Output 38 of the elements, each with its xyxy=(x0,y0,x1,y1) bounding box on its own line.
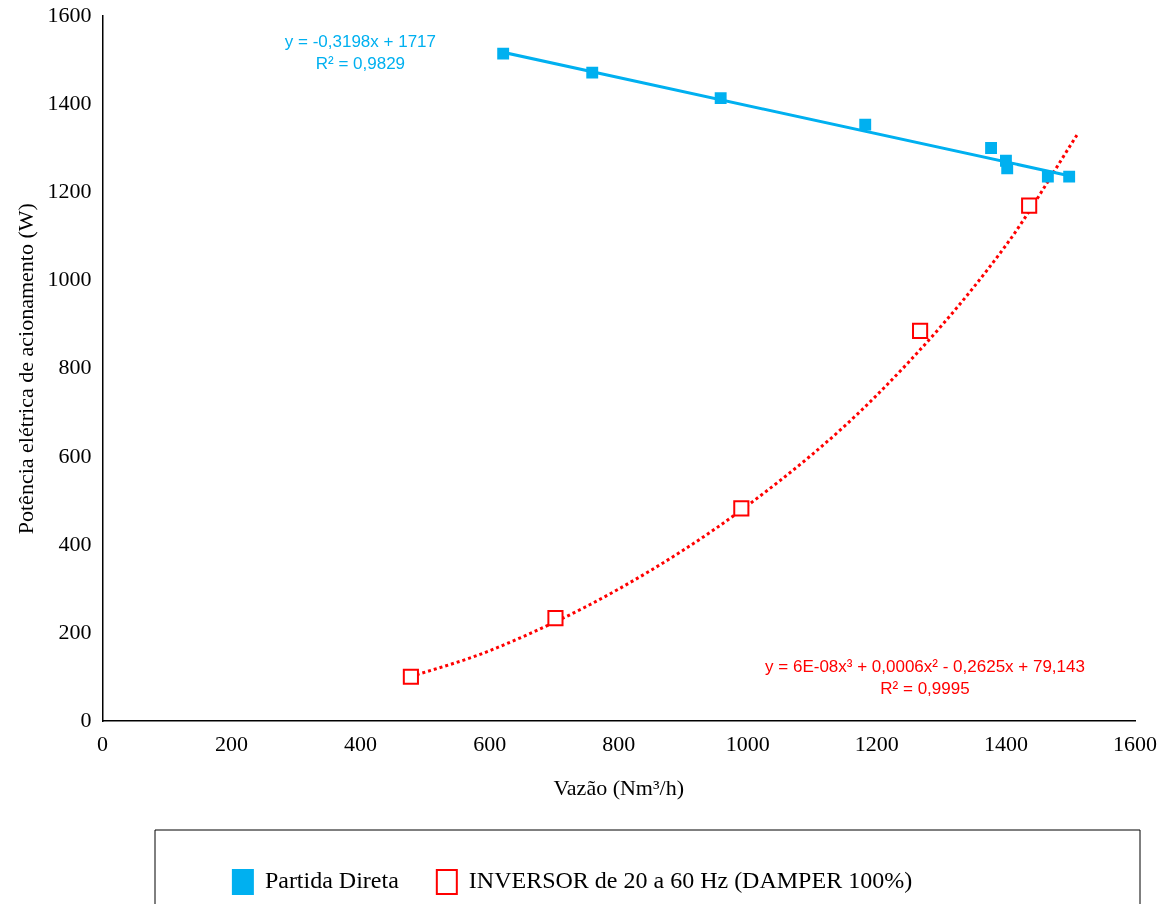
annotation: R² = 0,9995 xyxy=(880,678,970,698)
y-tick-label: 800 xyxy=(58,354,92,380)
y-tick-label: 1400 xyxy=(47,90,92,116)
y-axis-title: Potência elétrica de acionamento (W) xyxy=(12,203,38,535)
point xyxy=(402,668,419,685)
point xyxy=(1063,170,1076,183)
point xyxy=(1021,197,1038,214)
point xyxy=(912,322,929,339)
y-tick-label: 400 xyxy=(58,530,92,556)
point xyxy=(733,500,750,517)
y-tick-label: 1000 xyxy=(47,266,92,292)
x-tick-label: 1200 xyxy=(854,731,899,757)
y-tick-label: 1600 xyxy=(47,1,92,27)
x-tick-label: 1400 xyxy=(983,731,1028,757)
point xyxy=(859,118,872,131)
y-tick-label: 1200 xyxy=(47,178,92,204)
point xyxy=(714,92,727,105)
point xyxy=(985,142,998,154)
y-tick-label: 200 xyxy=(58,618,92,644)
annotation: R² = 0,9829 xyxy=(315,53,406,73)
x-tick-label: 600 xyxy=(473,731,507,757)
x-tick-label: 1000 xyxy=(725,731,770,757)
annotation: y = -0,3198x + 1717 xyxy=(284,31,437,51)
point xyxy=(1041,170,1054,183)
y-tick-label: 600 xyxy=(58,442,92,468)
x-tick-label: 1600 xyxy=(1113,731,1157,757)
point xyxy=(547,610,564,627)
annotation: y = 6E-08x³ + 0,0006x² - 0,2625x + 79,143 xyxy=(765,656,1085,676)
legend-label: INVERSOR de 20 a 60 Hz (DAMPER 100%) xyxy=(468,867,913,894)
x-tick-label: 400 xyxy=(344,731,378,757)
x-tick-label: 0 xyxy=(96,731,108,757)
y-tick-label: 0 xyxy=(80,706,92,732)
point xyxy=(497,47,510,60)
x-axis-title: Vazão (Nm³/h) xyxy=(553,774,684,800)
x-tick-label: 800 xyxy=(602,731,636,757)
point xyxy=(586,66,599,79)
x-tick-label: 200 xyxy=(214,731,248,757)
legend-label: Partida Direta xyxy=(264,867,400,894)
